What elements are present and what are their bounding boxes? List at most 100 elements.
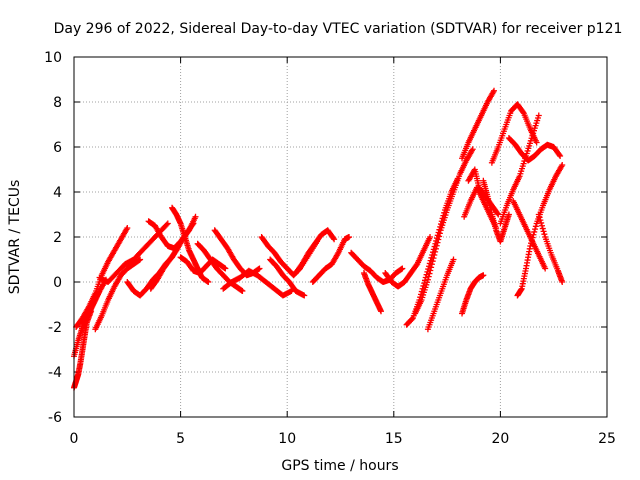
y-tick-label: -4	[48, 365, 62, 381]
data-point	[469, 146, 476, 153]
series-track-23	[424, 256, 457, 333]
data-point	[559, 162, 566, 168]
data-point-interp	[430, 255, 437, 262]
data-point	[495, 211, 502, 218]
series-track-8	[147, 213, 199, 292]
series-track-17	[309, 234, 353, 285]
data-point	[222, 265, 229, 272]
data-point-interp	[538, 219, 545, 226]
data-point	[491, 87, 498, 94]
y-axis-label: SDTVAR / TECUs	[7, 180, 23, 295]
data-point	[205, 279, 212, 285]
data-point-interp	[531, 228, 538, 235]
series-track-3	[73, 225, 131, 330]
data-point-interp	[163, 221, 170, 228]
data-point-interp	[539, 225, 546, 232]
y-tick-label: -6	[48, 410, 62, 426]
data-point-interp	[436, 233, 443, 240]
data-point-interp	[529, 234, 536, 241]
data-point	[480, 272, 487, 279]
data-point-interp	[432, 248, 439, 255]
data-point	[557, 153, 564, 159]
data-point-interp	[530, 231, 537, 238]
series-track-16	[292, 227, 338, 276]
data-point-interp	[428, 261, 435, 268]
data-point-interp	[435, 236, 442, 243]
x-tick-label: 15	[385, 431, 403, 447]
chart-title: Day 296 of 2022, Sidereal Day-to-day VTE…	[54, 21, 623, 37]
series-track-4	[92, 256, 144, 333]
series-track-15	[267, 256, 308, 299]
series-track-1	[71, 308, 95, 391]
data-point	[559, 279, 566, 285]
data-point-interp	[532, 223, 539, 230]
data-point-interp	[427, 267, 434, 274]
data-point	[427, 234, 434, 240]
series-track-9	[169, 204, 212, 285]
data-point-interp	[432, 245, 439, 252]
data-point	[527, 243, 534, 249]
y-tick-label: 0	[53, 275, 62, 291]
data-point-interp	[409, 315, 416, 322]
series-track-10	[177, 254, 229, 276]
data-point	[239, 288, 246, 294]
data-point-interp	[540, 228, 547, 235]
data-point-interp	[528, 237, 535, 244]
data-point-interp	[532, 226, 539, 233]
data-point-interp	[426, 270, 433, 277]
data-point	[164, 220, 171, 227]
data-point	[137, 256, 144, 263]
data-point-interp	[556, 151, 563, 158]
x-axis-label: GPS time / hours	[281, 458, 398, 474]
y-tick-label: 4	[53, 185, 62, 201]
axes: 0 5 10 15 20 25 -6 -4 -2 0 2 4 6 8 10	[44, 50, 616, 447]
series-track-24	[459, 272, 487, 317]
data-point	[256, 265, 263, 272]
data-point	[378, 308, 385, 315]
data-point-interp	[428, 264, 435, 271]
x-tick-label: 10	[278, 431, 296, 447]
y-tick-label: -2	[48, 320, 62, 336]
data-point	[124, 225, 131, 231]
data-point-interp	[520, 109, 527, 116]
data-point-interp	[436, 230, 443, 237]
data-point-interp	[330, 235, 337, 242]
series-track-28	[480, 177, 512, 245]
series-track-31	[505, 135, 564, 164]
data-point	[535, 112, 542, 119]
data-point-interp	[434, 239, 441, 246]
data-point-interp	[433, 242, 440, 249]
data-point	[450, 256, 457, 263]
data-point	[533, 139, 540, 146]
series-track-19	[360, 270, 385, 315]
data-point-interp	[538, 222, 545, 229]
data-point-interp	[429, 258, 436, 265]
data-point	[505, 211, 512, 218]
data-point-interp	[494, 210, 501, 217]
y-tick-label: 8	[53, 95, 62, 111]
y-tick-label: 2	[53, 230, 62, 246]
y-tick-label: 6	[53, 140, 62, 156]
data-point	[399, 265, 406, 272]
data-point	[301, 292, 308, 299]
data-points	[71, 87, 566, 391]
series-track-13	[220, 267, 295, 299]
series-track-30	[497, 112, 542, 227]
series-track-34	[535, 211, 566, 285]
data-point	[542, 265, 549, 272]
data-point	[535, 211, 542, 218]
x-tick-label: 25	[598, 431, 616, 447]
data-point	[424, 276, 431, 283]
data-point	[431, 252, 438, 258]
plot-frame	[73, 56, 608, 418]
data-point-interp	[541, 231, 548, 238]
x-tick-label: 0	[70, 431, 79, 447]
data-point	[331, 236, 338, 243]
y-tick-label: 10	[44, 50, 62, 66]
series-track-18	[348, 249, 406, 285]
data-point	[346, 234, 353, 240]
series-track-22	[412, 146, 476, 317]
data-point	[192, 213, 199, 220]
x-tick-label: 20	[491, 431, 509, 447]
